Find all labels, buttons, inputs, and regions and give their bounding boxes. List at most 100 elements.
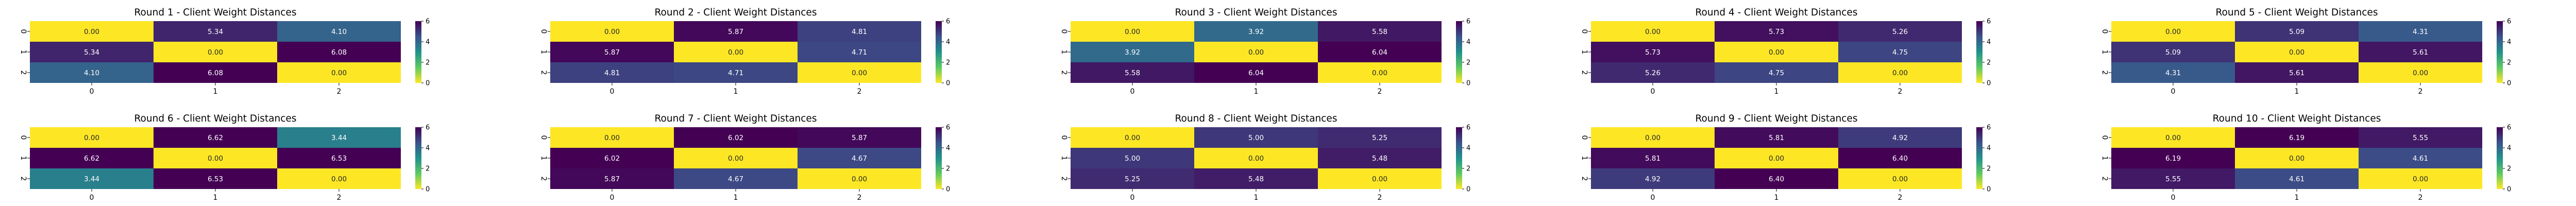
cell-value-label: 6.53: [208, 175, 223, 183]
heatmap-cell: [2111, 62, 2235, 83]
y-tick-label: 2: [2100, 71, 2109, 75]
x-tick-label: 0: [90, 194, 94, 202]
cell-value-label: 3.44: [84, 175, 99, 183]
colorbar-tick-label: 0: [946, 186, 950, 194]
heatmap-cell: [798, 21, 921, 42]
heatmap-cell: [1071, 148, 1194, 168]
heatmap-cell: [2235, 148, 2359, 168]
heatmap-cell: [2235, 42, 2359, 62]
heatmap-panel-round-9: Round 9 - Client Weight Distances 0.00 5.8…: [1580, 113, 1991, 202]
cell-value-label: 5.34: [84, 48, 99, 57]
heatmap-cell: [2111, 21, 2235, 42]
y-tick-label: 0: [1060, 135, 1068, 140]
colorbar: [1976, 127, 1982, 189]
x-tick-label: 2: [1898, 194, 1903, 202]
x-tick-label: 1: [1774, 194, 1779, 202]
colorbar: [936, 127, 942, 189]
y-tick-label: 0: [1580, 135, 1588, 140]
heatmap-cell: [674, 62, 798, 83]
heatmap-cell: [1194, 127, 1318, 148]
x-tick-label: 2: [2418, 194, 2423, 202]
cell-value-label: 4.81: [604, 69, 620, 77]
x-tick-label: 2: [337, 88, 342, 96]
cell-value-label: 5.34: [208, 28, 223, 36]
heatmap-title: Round 6 - Client Weight Distances: [134, 113, 297, 124]
y-tick-label: 0: [1060, 29, 1068, 34]
cell-value-label: 0.00: [1248, 154, 1264, 163]
heatmap-cell: [1071, 21, 1194, 42]
heatmap-cell: [2235, 62, 2359, 83]
x-tick-label: 2: [857, 88, 862, 96]
y-tick-label: 2: [539, 71, 548, 75]
heatmap-panel-round-8: Round 8 - Client Weight Distances 0.00 5.0…: [1060, 113, 1470, 202]
x-tick-label: 0: [1130, 88, 1135, 96]
cell-value-label: 4.10: [84, 69, 99, 77]
cell-value-label: 0.00: [84, 28, 99, 36]
cell-value-label: 0.00: [728, 154, 743, 163]
heatmap-cell: [1194, 42, 1318, 62]
cell-value-label: 5.25: [1372, 134, 1387, 142]
heatmap-cell: [2359, 148, 2482, 168]
heatmap-title: Round 4 - Client Weight Distances: [1696, 7, 1858, 18]
heatmap-cell: [2111, 127, 2235, 148]
heatmap-cell: [277, 168, 401, 189]
heatmap-panel-round-5: Round 5 - Client Weight Distances 0.00 5.0…: [2100, 7, 2511, 96]
cell-value-label: 5.61: [2413, 48, 2428, 57]
x-tick-label: 1: [213, 88, 218, 96]
heatmap-cell: [2111, 42, 2235, 62]
heatmap-cell: [674, 148, 798, 168]
y-tick-label: 0: [539, 29, 548, 34]
cell-value-label: 6.62: [84, 154, 99, 163]
cell-value-label: 0.00: [728, 48, 743, 57]
cell-value-label: 0.00: [1892, 175, 1908, 183]
y-tick-label: 0: [2100, 29, 2109, 34]
colorbar: [1976, 21, 1982, 83]
colorbar: [415, 127, 421, 189]
cell-value-label: 0.00: [1645, 28, 1660, 36]
colorbar-tick-label: 2: [2507, 59, 2511, 67]
heatmap-panel-round-3: Round 3 - Client Weight Distances 0.00 3.9…: [1060, 7, 1470, 96]
heatmap-cell: [2111, 148, 2235, 168]
heatmap-cell: [2359, 168, 2482, 189]
heatmap-cell: [1194, 168, 1318, 189]
cell-value-label: 0.00: [604, 28, 620, 36]
heatmap-cell: [154, 62, 277, 83]
cell-value-label: 5.09: [2165, 48, 2181, 57]
heatmap-cell: [277, 42, 401, 62]
y-tick-label: 1: [19, 50, 27, 55]
cell-value-label: 0.00: [2413, 69, 2428, 77]
cell-value-label: 6.53: [331, 154, 347, 163]
cell-value-label: 6.02: [604, 154, 620, 163]
y-tick-label: 2: [1580, 177, 1588, 181]
heatmap-cell: [30, 21, 154, 42]
cell-value-label: 5.81: [1645, 154, 1660, 163]
cell-value-label: 4.71: [728, 69, 743, 77]
cell-value-label: 0.00: [1248, 48, 1264, 57]
colorbar-tick-label: 6: [426, 18, 430, 26]
colorbar-tick-label: 4: [946, 145, 950, 152]
x-tick-label: 0: [2171, 88, 2176, 96]
cell-value-label: 5.81: [1769, 134, 1784, 142]
colorbar-tick-label: 6: [1466, 124, 1470, 132]
colorbar-tick-label: 0: [946, 80, 950, 88]
cell-value-label: 4.67: [728, 175, 743, 183]
heatmap-title: Round 1 - Client Weight Distances: [134, 7, 297, 18]
x-tick-label: 1: [2295, 194, 2299, 202]
heatmap-cell: [1591, 21, 1715, 42]
y-tick-label: 1: [1060, 156, 1068, 161]
heatmap-cell: [1838, 127, 1962, 148]
heatmap-cell: [1838, 42, 1962, 62]
x-tick-label: 1: [2295, 88, 2299, 96]
colorbar-tick-label: 6: [1466, 18, 1470, 26]
heatmap-cell: [30, 168, 154, 189]
cell-value-label: 6.04: [1248, 69, 1264, 77]
cell-value-label: 0.00: [1892, 69, 1908, 77]
cell-value-label: 0.00: [604, 134, 620, 142]
heatmap-cell: [2235, 168, 2359, 189]
x-tick-label: 1: [1254, 194, 1259, 202]
cell-value-label: 4.71: [852, 48, 867, 57]
colorbar-tick-label: 6: [426, 124, 430, 132]
cell-value-label: 5.87: [604, 48, 620, 57]
x-tick-label: 1: [1774, 88, 1779, 96]
cell-value-label: 5.25: [1125, 175, 1140, 183]
